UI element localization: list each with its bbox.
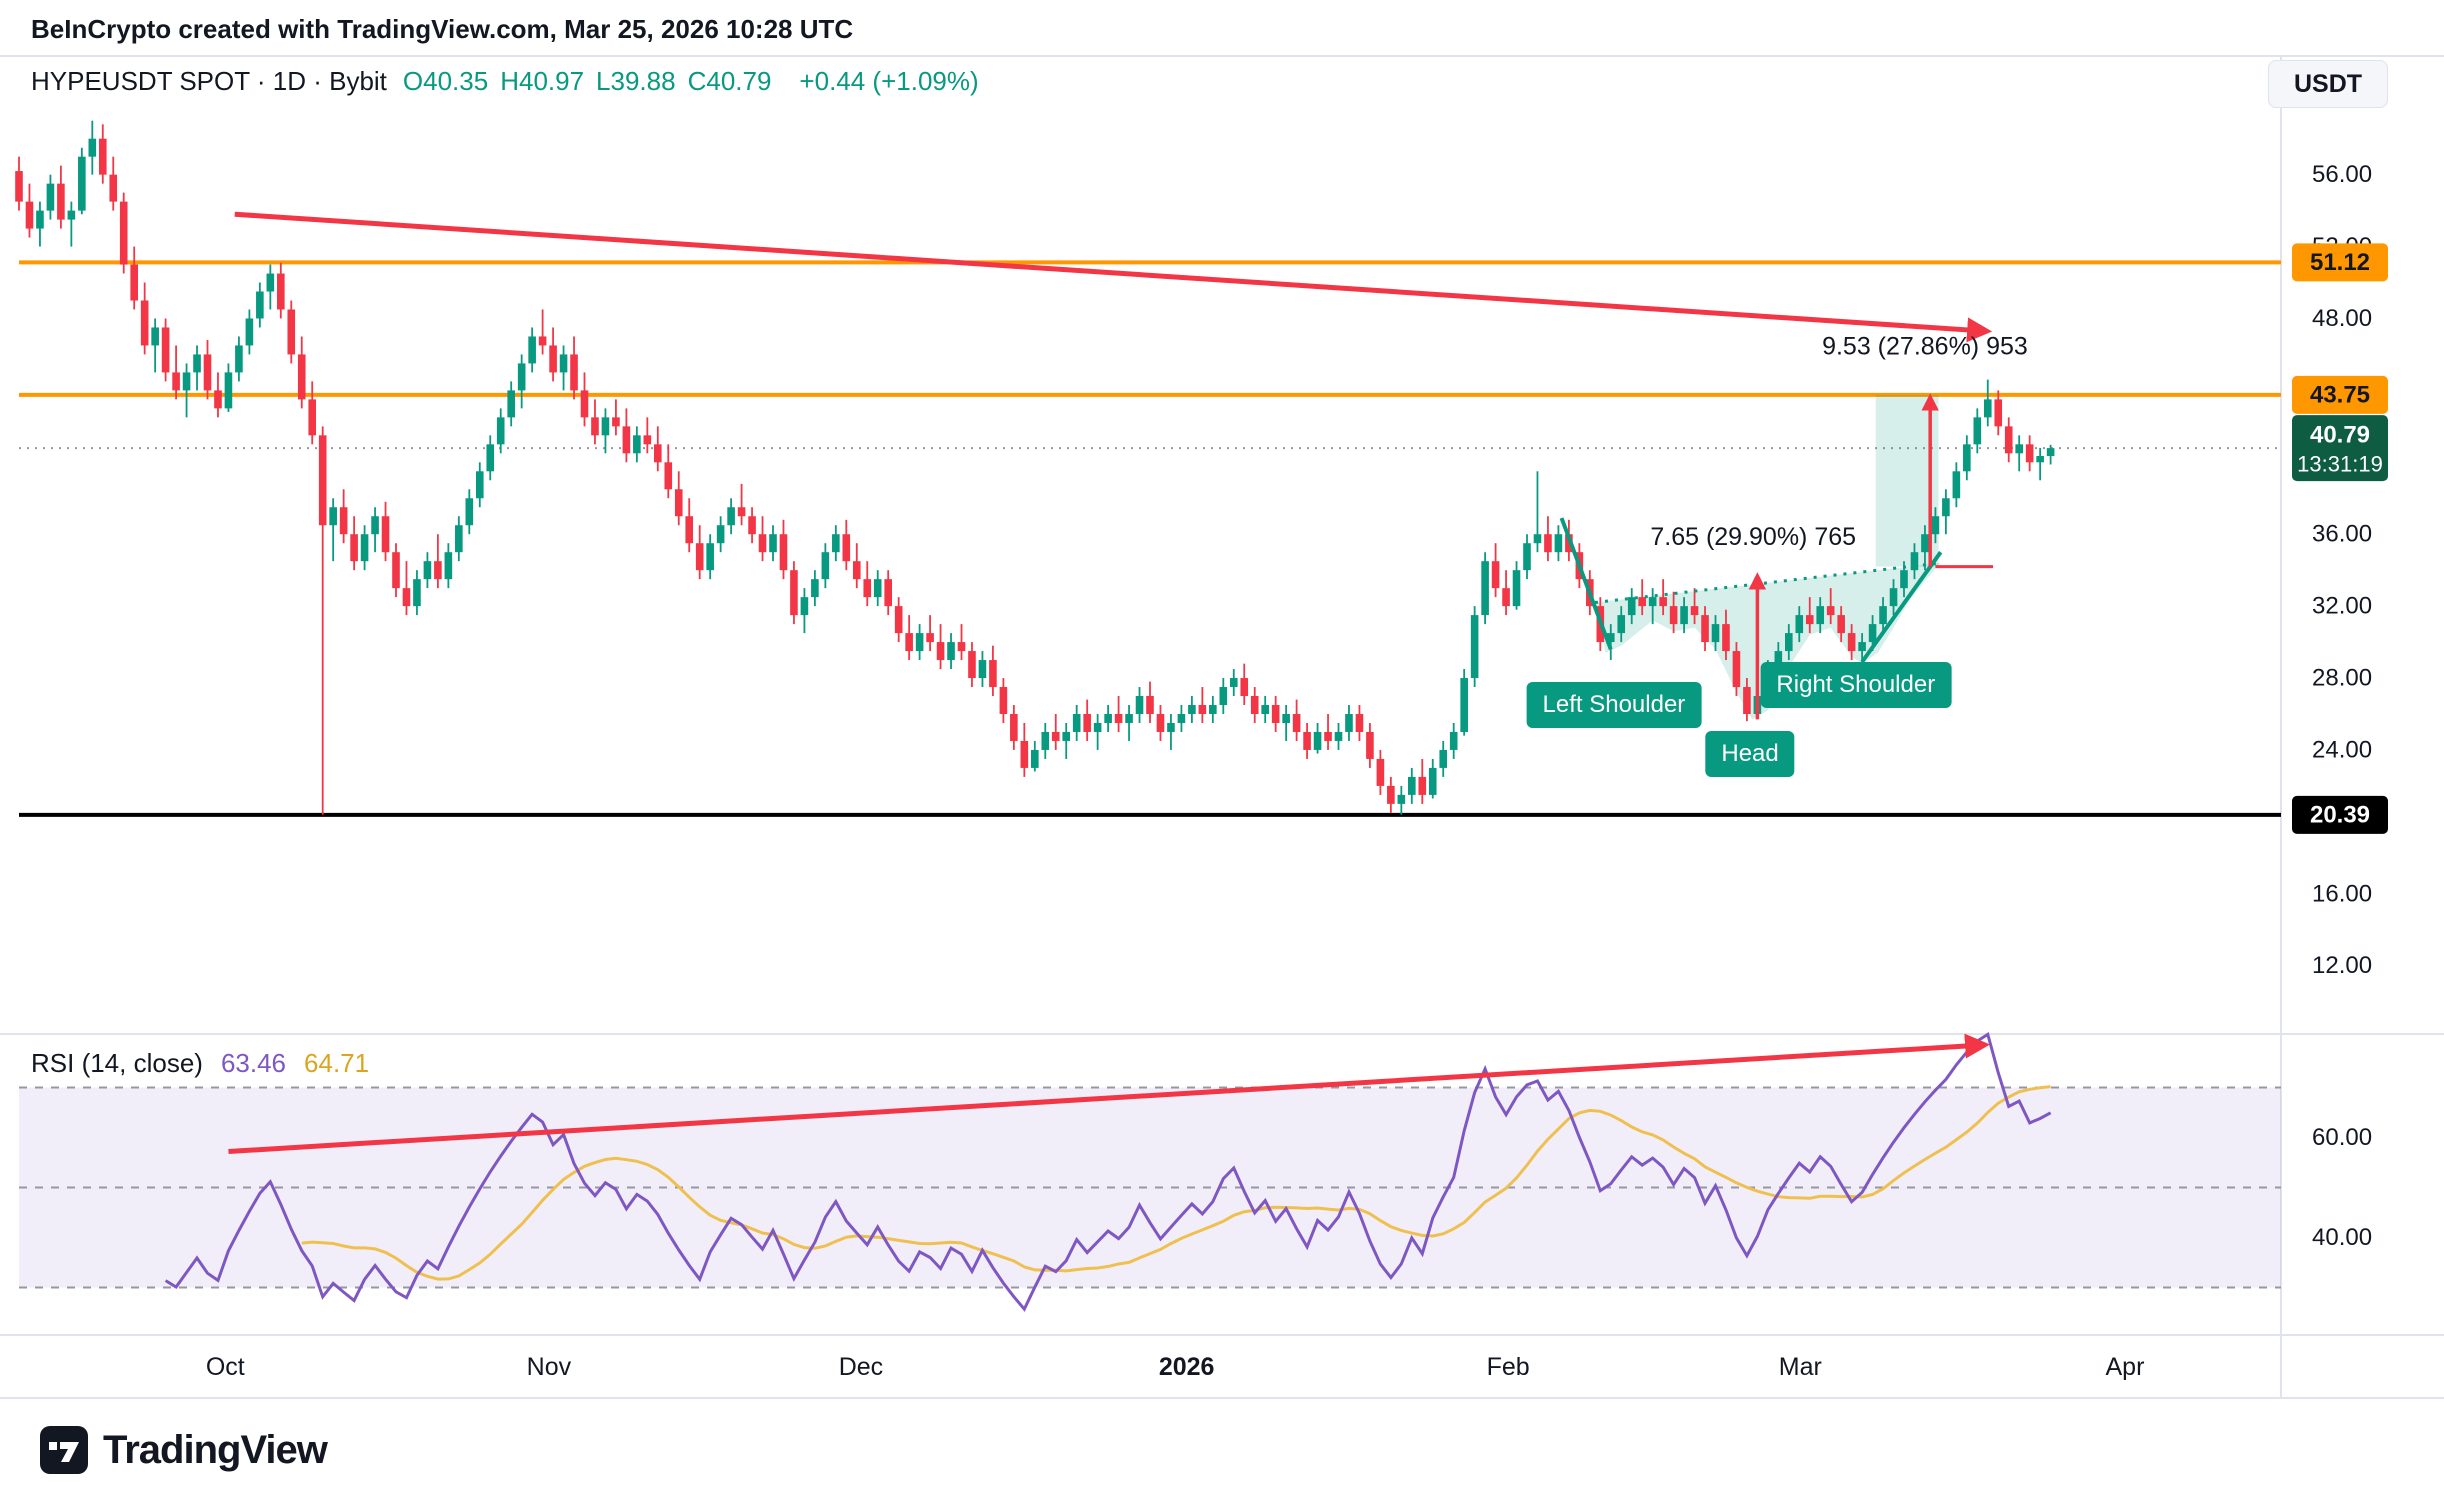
price-axis-label: 32.00: [2312, 593, 2372, 620]
time-axis-label: Feb: [1487, 1353, 1530, 1381]
svg-text:43.75: 43.75: [2310, 381, 2370, 408]
rsi-axis-label: 60.00: [2312, 1124, 2372, 1151]
time-axis-label: Mar: [1779, 1353, 1822, 1381]
attribution-text: BeInCrypto created with TradingView.com,…: [31, 14, 854, 44]
tradingview-icon: [40, 1426, 88, 1474]
rsi-line: [164, 1031, 2052, 1312]
ohlc-o: O40.35: [402, 66, 489, 96]
rsi-ma-value: 64.71: [304, 1048, 370, 1078]
rsi-legend[interactable]: RSI (14, close) 63.46 64.71: [31, 1048, 369, 1079]
measure-label: 7.65 (29.90%) 765: [1650, 523, 1856, 551]
price-axis-badge: [2292, 375, 2388, 414]
svg-text:40.79: 40.79: [2310, 422, 2370, 449]
svg-text:51.12: 51.12: [2310, 249, 2370, 276]
rsi-value: 63.46: [220, 1048, 287, 1078]
candlestick-series: [15, 120, 2055, 815]
ohlc-l: L39.88: [596, 66, 676, 96]
time-axis-label: Dec: [839, 1353, 883, 1381]
pattern-area: [1595, 563, 1941, 720]
price-axis-label: 28.00: [2312, 665, 2372, 692]
countdown-timer: 13:31:19: [2297, 452, 2383, 477]
change-value: +0.44 (+1.09%): [799, 66, 979, 96]
price-axis-label: 12.00: [2312, 952, 2372, 979]
rsi-label: RSI (14, close): [31, 1048, 203, 1078]
ohlc-h: H40.97: [500, 66, 585, 96]
price-axis-badge: [2292, 415, 2388, 482]
measure-label: 9.53 (27.86%) 953: [1822, 332, 2028, 360]
symbol-legend[interactable]: HYPEUSDT SPOT · 1D · Bybit O40.35 H40.97 L…: [31, 66, 979, 97]
price-axis-label: 24.00: [2312, 736, 2372, 763]
pane-separators: [0, 55, 2444, 1399]
symbol-title[interactable]: HYPEUSDT SPOT · 1D · Bybit: [31, 66, 387, 96]
svg-text:20.39: 20.39: [2310, 801, 2370, 828]
pattern-left-line[interactable]: [1559, 517, 1613, 650]
time-axis-label: 2026: [1159, 1353, 1215, 1381]
ohlc-c: C40.79: [687, 66, 772, 96]
price-axis-badge: [2292, 243, 2388, 282]
price-axis-label: 48.00: [2312, 305, 2372, 332]
price-axis-label: 36.00: [2312, 521, 2372, 548]
ohlc-values: O40.35 H40.97 L39.88 C40.79: [403, 66, 784, 97]
currency-button[interactable]: USDT: [2268, 60, 2388, 108]
price-axis-badge: [2292, 795, 2388, 834]
price-axis-label: 16.00: [2312, 880, 2372, 907]
brand-name: TradingView: [103, 1427, 328, 1472]
price-axis-label: 56.00: [2312, 161, 2372, 188]
rsi-trendline[interactable]: [228, 1033, 1991, 1154]
time-axis-label: Apr: [2106, 1353, 2145, 1381]
rsi-ma-line: [301, 1085, 2051, 1281]
tradingview-logo[interactable]: TradingView: [40, 1426, 328, 1474]
time-axis-label: Nov: [527, 1353, 572, 1381]
price-trendline[interactable]: [234, 211, 1993, 343]
pattern-right-line[interactable]: [1860, 551, 1943, 664]
rsi-axis-label: 40.00: [2312, 1224, 2372, 1251]
time-axis-label: Oct: [206, 1353, 245, 1381]
